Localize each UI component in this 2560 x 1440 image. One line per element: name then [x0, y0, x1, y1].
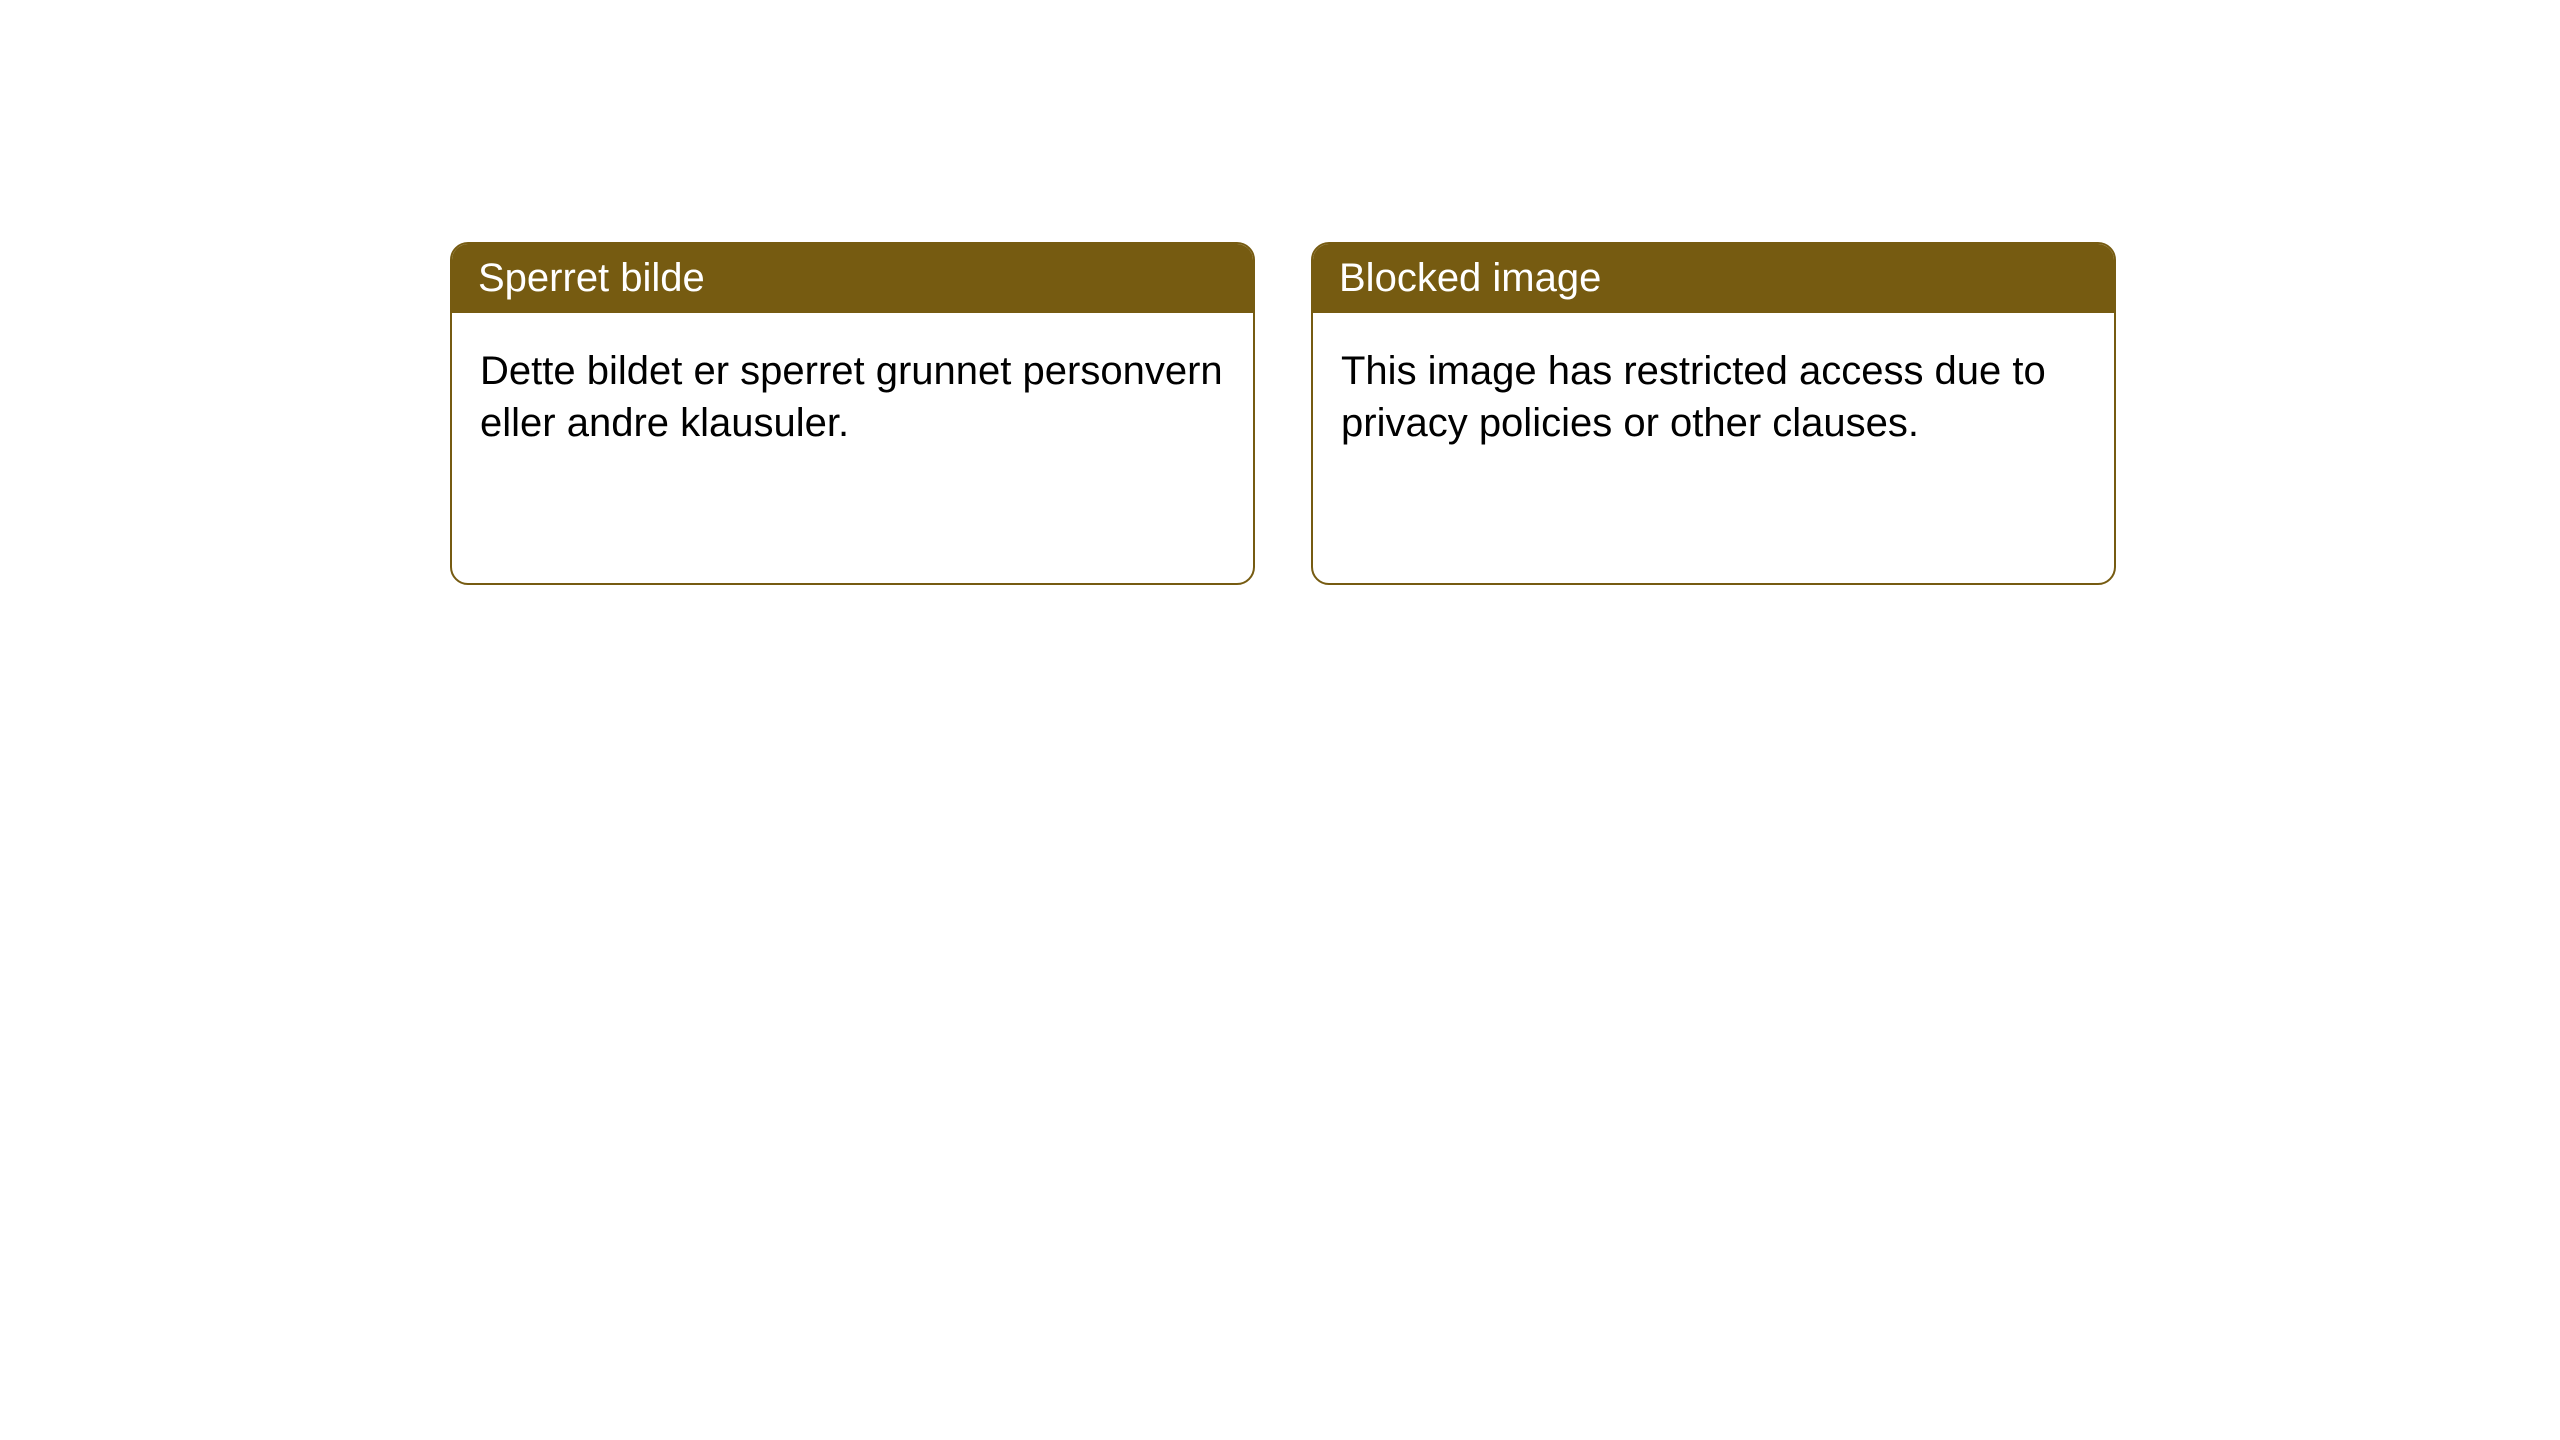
card-header: Blocked image — [1313, 244, 2114, 313]
notice-card-norwegian: Sperret bilde Dette bildet er sperret gr… — [450, 242, 1255, 585]
card-title: Sperret bilde — [478, 256, 705, 300]
card-body-text: This image has restricted access due to … — [1341, 349, 2046, 445]
card-title: Blocked image — [1339, 256, 1601, 300]
card-body: This image has restricted access due to … — [1313, 313, 2114, 583]
notice-container: Sperret bilde Dette bildet er sperret gr… — [450, 242, 2116, 585]
notice-card-english: Blocked image This image has restricted … — [1311, 242, 2116, 585]
card-body: Dette bildet er sperret grunnet personve… — [452, 313, 1253, 583]
card-header: Sperret bilde — [452, 244, 1253, 313]
card-body-text: Dette bildet er sperret grunnet personve… — [480, 349, 1223, 445]
